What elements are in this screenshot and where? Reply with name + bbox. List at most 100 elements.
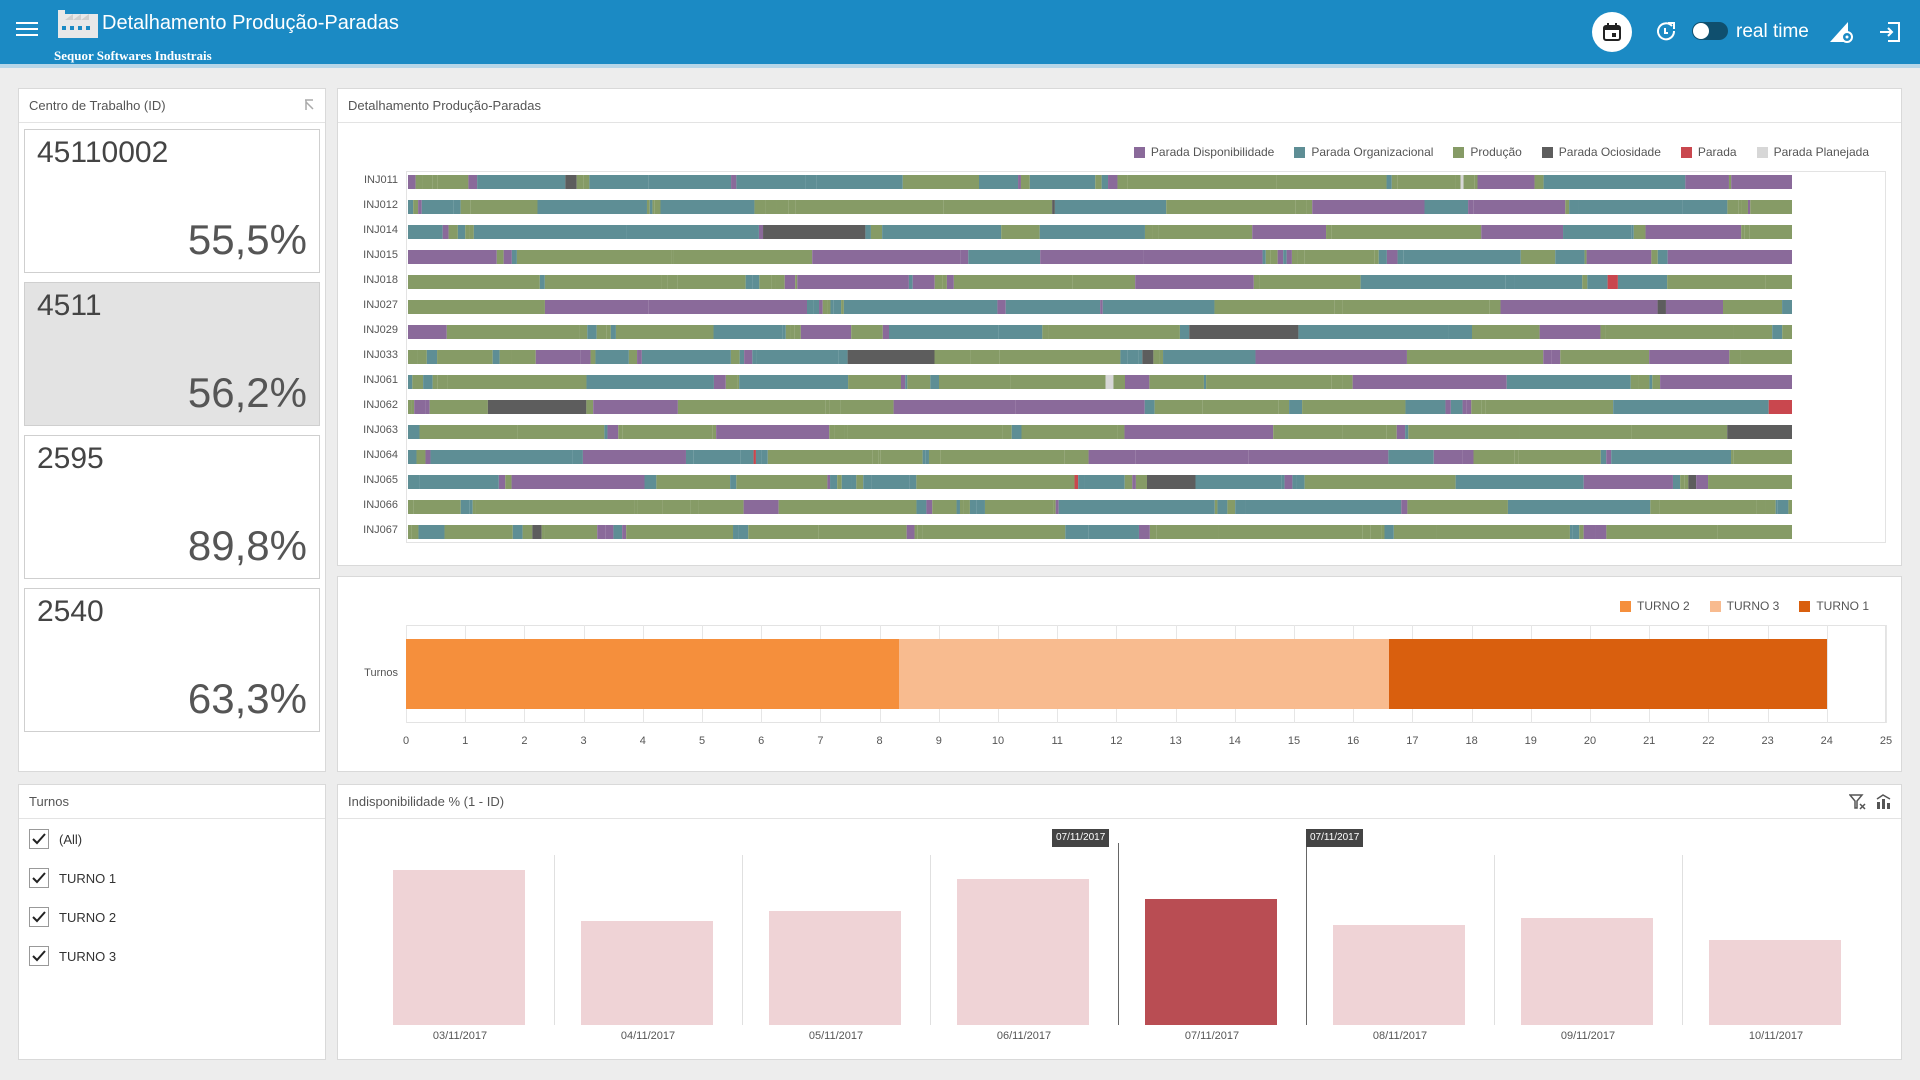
shifts-legend: TURNO 2 TURNO 3 TURNO 1 — [1619, 599, 1869, 613]
production-row-bar[interactable] — [408, 225, 1792, 239]
unavailability-bar[interactable] — [1521, 917, 1653, 1025]
checkmark-icon — [32, 911, 46, 923]
timeline-segment — [468, 175, 478, 189]
timeline-segment — [1381, 525, 1385, 539]
timeline-segment — [1135, 275, 1254, 289]
work-center-card[interactable]: 45110002 55,5% — [24, 129, 320, 273]
production-row-bar[interactable] — [408, 500, 1792, 514]
unavailability-bar[interactable] — [769, 911, 901, 1025]
production-row-bar[interactable] — [408, 200, 1792, 214]
work-center-card[interactable]: 2540 63,3% — [24, 588, 320, 732]
unavailability-bar[interactable] — [1709, 940, 1841, 1025]
timeline-segment — [1001, 225, 1040, 239]
clear-filter-icon[interactable] — [1849, 794, 1867, 810]
timeline-segment — [1393, 525, 1437, 539]
timeline-segment — [1011, 425, 1022, 439]
timeline-segment — [511, 475, 645, 489]
unavailability-bar[interactable] — [1145, 899, 1277, 1025]
timeline-segment — [725, 375, 738, 389]
filter-option-turno-2[interactable]: TURNO 2 — [29, 907, 116, 927]
filter-option-all[interactable]: (All) — [29, 829, 82, 849]
timeline-segment — [1595, 525, 1607, 539]
refresh-icon[interactable] — [1655, 20, 1677, 42]
checkbox[interactable] — [29, 907, 49, 927]
production-row-bar[interactable] — [408, 375, 1792, 389]
timeline-segment — [596, 325, 607, 339]
unavailability-bar[interactable] — [393, 870, 525, 1025]
production-row-bar[interactable] — [408, 275, 1792, 289]
timeline-segment — [470, 200, 538, 214]
timeline-segment — [1179, 325, 1190, 339]
timeline-segment — [637, 500, 663, 514]
timeline-segment — [1638, 375, 1650, 389]
timeline-segment — [1777, 500, 1789, 514]
production-row-bar[interactable] — [408, 525, 1792, 539]
timeline-segment — [1102, 300, 1215, 314]
timeline-segment — [1474, 175, 1478, 189]
unavailability-bar[interactable] — [581, 921, 713, 1025]
work-center-percent: 56,2% — [187, 369, 307, 416]
pin-icon[interactable] — [303, 99, 315, 111]
menu-icon[interactable] — [16, 22, 38, 40]
calendar-button[interactable] — [1592, 12, 1632, 52]
timeline-segment — [1563, 225, 1632, 239]
production-row-bar[interactable] — [408, 325, 1792, 339]
timeline-segment — [1214, 500, 1218, 514]
timeline-segment — [1650, 500, 1660, 514]
unavailability-bar[interactable] — [1333, 924, 1465, 1025]
timeline-segment — [408, 250, 497, 264]
timeline-segment — [660, 200, 755, 214]
timeline-segment — [580, 350, 591, 364]
timeline-segment — [863, 475, 872, 489]
timeline-segment — [916, 475, 1075, 489]
timeline-segment — [1471, 400, 1482, 414]
production-row-bar[interactable] — [408, 450, 1792, 464]
timeline-segment — [1741, 200, 1748, 214]
timeline-segment — [851, 475, 857, 489]
column-separator — [554, 855, 555, 1025]
timeline-segment — [1630, 375, 1639, 389]
production-row-bar[interactable] — [408, 350, 1792, 364]
timeline-segment — [739, 350, 745, 364]
timeline-segment — [1127, 175, 1277, 189]
timeline-segment — [998, 325, 1043, 339]
production-row-bar[interactable] — [408, 175, 1792, 189]
unavailability-bar[interactable] — [957, 878, 1089, 1025]
shift-segment[interactable] — [406, 639, 900, 709]
timeline-segment — [1397, 175, 1456, 189]
timeline-segment — [1660, 375, 1792, 389]
exit-icon[interactable] — [1878, 20, 1902, 44]
timeline-segment — [1405, 400, 1436, 414]
production-row-label: INJ064 — [363, 449, 398, 461]
shift-segment[interactable] — [899, 639, 1389, 709]
timeline-segment — [1584, 250, 1587, 264]
shift-x-tick: 16 — [1347, 735, 1360, 747]
checkbox[interactable] — [29, 946, 49, 966]
legend-item: Parada Organizacional — [1294, 145, 1433, 159]
filter-option-turno-3[interactable]: TURNO 3 — [29, 946, 116, 966]
timeline-segment — [752, 350, 757, 364]
production-row-bar[interactable] — [408, 250, 1792, 264]
shift-segment[interactable] — [1388, 639, 1827, 709]
production-row-bar[interactable] — [408, 300, 1792, 314]
highlight-line — [1118, 843, 1119, 1025]
production-row-bar[interactable] — [408, 400, 1792, 414]
timeline-segment — [460, 200, 471, 214]
drill-up-icon[interactable] — [1875, 794, 1893, 810]
production-row-bar[interactable] — [408, 425, 1792, 439]
timeline-segment — [698, 500, 744, 514]
work-center-card[interactable]: 2595 89,8% — [24, 435, 320, 579]
work-center-card[interactable]: 4511 56,2% — [24, 282, 320, 426]
production-row-bar[interactable] — [408, 475, 1792, 489]
realtime-toggle[interactable] — [1692, 22, 1728, 40]
timeline-segment — [1659, 500, 1757, 514]
timeline-segment — [934, 275, 943, 289]
timeline-segment — [830, 300, 834, 314]
timeline-segment — [1113, 375, 1125, 389]
checkbox[interactable] — [29, 868, 49, 888]
filter-option-turno-1[interactable]: TURNO 1 — [29, 868, 116, 888]
timeline-segment — [408, 525, 412, 539]
timeline-segment — [1728, 175, 1732, 189]
signal-settings-icon[interactable] — [1828, 20, 1854, 44]
checkbox[interactable] — [29, 829, 49, 849]
